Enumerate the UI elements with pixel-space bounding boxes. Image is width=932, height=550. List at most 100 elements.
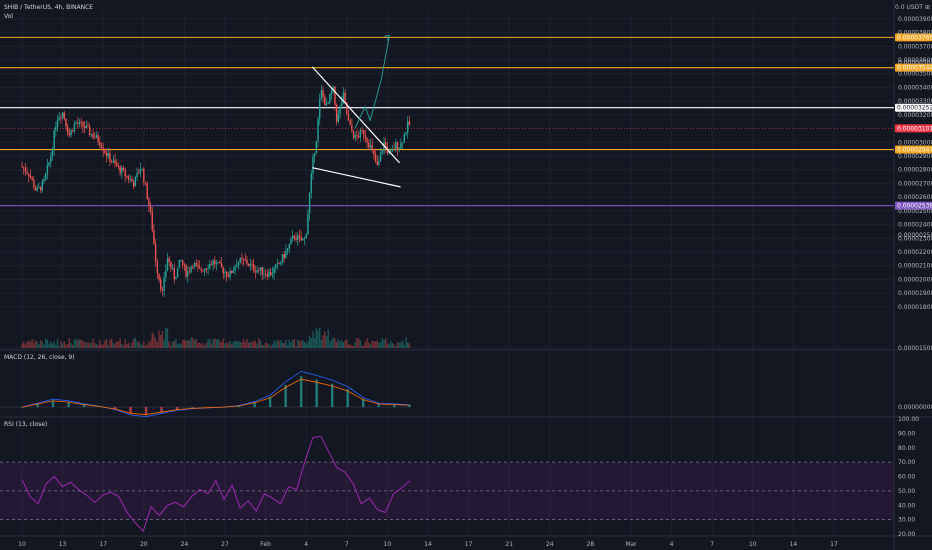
volume-bar xyxy=(87,342,89,348)
volume-bar xyxy=(127,342,130,348)
volume-bar xyxy=(94,343,96,348)
x-tick-label: 7 xyxy=(710,541,714,548)
y-tick-label: 0.00003300 xyxy=(898,98,932,105)
candle-body xyxy=(195,263,197,265)
candle-body xyxy=(149,206,152,213)
candle-body xyxy=(31,177,33,180)
candle-body xyxy=(342,92,345,102)
macd-histogram-bar xyxy=(113,407,117,410)
candle-body xyxy=(379,152,382,162)
candle-body xyxy=(99,141,101,146)
candle-body xyxy=(300,237,302,241)
candle-body xyxy=(102,147,104,151)
volume-bar xyxy=(83,342,86,348)
candle-body xyxy=(239,258,241,263)
scale-unit[interactable]: 0.0 USDT ⊞ xyxy=(895,4,930,11)
candle-body xyxy=(34,187,37,191)
candle-body xyxy=(48,162,50,166)
volume-bar xyxy=(78,339,81,348)
candle-body xyxy=(339,106,341,114)
candle-body xyxy=(144,182,147,184)
candle-body xyxy=(66,126,69,134)
volume-bar xyxy=(268,343,270,348)
candle-body xyxy=(139,168,142,174)
volume-bar xyxy=(224,343,226,348)
candle-body xyxy=(97,135,99,142)
candle-body xyxy=(400,142,402,149)
volume-bar xyxy=(107,345,109,348)
candle-body xyxy=(178,260,181,268)
candle-body xyxy=(291,235,294,240)
macd-histogram-bar xyxy=(268,396,272,408)
candle-body xyxy=(273,267,275,274)
volume-bar xyxy=(185,340,187,348)
candle-body xyxy=(119,166,121,174)
volume-bar xyxy=(322,335,324,348)
candle-body xyxy=(385,142,387,147)
macd-histogram-bar xyxy=(408,405,411,408)
candle-body xyxy=(329,94,331,103)
candle-body xyxy=(134,176,137,187)
candle-body xyxy=(85,125,87,129)
volume-bars xyxy=(21,327,411,348)
candle-body xyxy=(390,151,392,152)
y-tick-label: 0.00002800 xyxy=(898,167,932,174)
volume-bar xyxy=(163,339,165,348)
candle-body xyxy=(29,175,32,178)
volume-bar xyxy=(119,338,121,348)
candle-body xyxy=(315,140,318,154)
candle-body xyxy=(231,270,233,274)
candle-body xyxy=(364,134,367,139)
y-tick-label: 0.00001800 xyxy=(898,304,932,311)
candle-body xyxy=(303,237,306,239)
candle-body xyxy=(209,263,211,269)
volume-bar xyxy=(205,342,208,348)
macd-histogram-bar xyxy=(82,404,86,408)
candle-body xyxy=(327,102,329,104)
price-level-tag xyxy=(895,63,932,72)
volume-bar xyxy=(337,339,340,348)
volume-bar xyxy=(305,343,307,348)
volume-bar xyxy=(315,328,318,348)
candle-body xyxy=(136,172,138,177)
candle-body xyxy=(110,161,113,163)
volume-bar xyxy=(317,330,319,348)
candle-body xyxy=(92,133,94,138)
trendlines[interactable] xyxy=(311,34,401,188)
volume-bar xyxy=(48,343,50,348)
candle-body xyxy=(153,230,155,245)
candle-body xyxy=(322,90,324,97)
volume-bar xyxy=(376,340,378,348)
candle-body xyxy=(346,102,348,114)
candle-body xyxy=(281,254,284,263)
candle-body xyxy=(388,151,390,154)
price-level-tag-text: 0.00003544 xyxy=(897,65,932,72)
y-tick-label: 0.00003500 xyxy=(898,71,932,78)
candle-body xyxy=(261,267,263,275)
volume-bar xyxy=(335,341,338,348)
candle-body xyxy=(349,120,351,126)
volume-bar xyxy=(200,344,203,348)
macd-histogram-bar xyxy=(160,407,163,413)
volume-bar xyxy=(347,344,350,348)
volume-bar xyxy=(58,346,60,348)
macd-histogram-bar xyxy=(315,379,318,408)
volume-bar xyxy=(198,342,201,348)
price-level-tag xyxy=(895,124,932,133)
volume-bar xyxy=(254,341,257,348)
candle-body xyxy=(344,92,346,103)
candle-body xyxy=(210,263,213,265)
volume-bar xyxy=(275,342,277,348)
macd-histogram-bar xyxy=(51,400,55,408)
price-level-tag-text: 0.00002538 xyxy=(897,203,932,210)
volume-bar xyxy=(116,341,118,348)
volume-bar xyxy=(256,343,258,348)
x-tick-label: 10 xyxy=(384,541,392,548)
volume-bar xyxy=(90,343,93,348)
x-tick-label: 17 xyxy=(465,541,473,548)
macd-histogram-bar xyxy=(346,389,349,408)
volume-bar xyxy=(371,341,373,348)
candle-body xyxy=(82,121,84,127)
